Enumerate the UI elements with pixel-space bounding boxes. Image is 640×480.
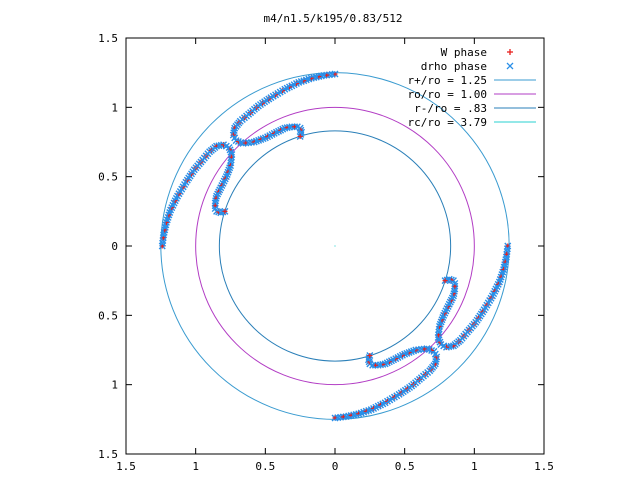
drho-marker-b	[213, 207, 221, 215]
drho-marker-b	[377, 361, 385, 369]
drho-marker-b	[211, 199, 219, 207]
drho-marker-b	[451, 285, 459, 293]
legend-label: ro/ro = 1.00	[408, 88, 487, 101]
chart-title: m4/n1.5/k195/0.83/512	[263, 12, 402, 25]
data-point	[298, 128, 306, 136]
x-tick-label: 1.5	[116, 460, 136, 473]
drho-marker-b	[231, 134, 239, 142]
drho-marker-b	[447, 342, 455, 350]
data-point	[451, 282, 459, 290]
drho-marker-b	[445, 275, 453, 283]
data-point	[374, 361, 382, 369]
data-point	[288, 123, 296, 131]
data-point	[217, 209, 225, 217]
data-point	[291, 123, 299, 131]
data-point	[364, 356, 372, 364]
drho-marker-b	[369, 361, 377, 369]
drho-marker-b	[232, 137, 240, 145]
x-tick-label: 0.5	[395, 460, 415, 473]
y-tick-label: 1	[111, 379, 118, 392]
y-tick-label: 1.5	[98, 448, 118, 461]
drho-marker-b	[430, 347, 438, 355]
drho-marker-b	[293, 123, 301, 131]
legend-label: W phase	[441, 46, 487, 59]
data-point	[441, 277, 449, 285]
drho-marker-b	[285, 123, 293, 131]
legend-label: rc/ro = 3.79	[408, 116, 487, 129]
drho-marker-b	[211, 205, 219, 213]
drho-marker-b	[212, 197, 220, 205]
drho-marker-b	[230, 126, 238, 134]
drho-marker-b	[374, 361, 382, 369]
drho-marker-b	[366, 360, 374, 368]
y-tick-label: 0.5	[98, 171, 118, 184]
drho-marker-b	[288, 123, 296, 131]
data-point	[221, 207, 229, 215]
drho-marker-b	[437, 340, 445, 348]
drho-marker-b	[451, 279, 459, 287]
x-tick-label: 1	[471, 460, 478, 473]
data-point	[445, 275, 453, 283]
legend-symbol	[506, 62, 514, 70]
drho-marker-b	[217, 209, 225, 217]
x-tick-label: 1	[192, 460, 199, 473]
legend-label: drho phase	[421, 60, 487, 73]
y-tick-label: 0	[111, 240, 118, 253]
drho-marker-b	[296, 124, 304, 132]
x-tick-label: 1.5	[534, 460, 554, 473]
y-tick-label: 1	[111, 101, 118, 114]
drho-marker-b	[440, 342, 448, 350]
legend-label: r+/ro = 1.25	[408, 74, 487, 87]
x-tick-label: 0	[332, 460, 339, 473]
circle-1	[195, 106, 475, 386]
data-point	[296, 132, 304, 140]
drho-marker-b	[225, 144, 233, 152]
data-point	[366, 352, 374, 360]
data-points	[158, 70, 512, 422]
drho-marker-b	[222, 142, 230, 150]
drho-marker-b	[364, 356, 372, 364]
data-point	[371, 361, 379, 369]
y-tick-label: 1.5	[98, 32, 118, 45]
data-point	[211, 199, 219, 207]
legend-label: r-/ro = .83	[414, 102, 487, 115]
y-tick-label: 0.5	[98, 309, 118, 322]
drho-marker-b	[431, 350, 439, 358]
drho-marker-b	[432, 358, 440, 366]
x-tick-label: 0.5	[255, 460, 275, 473]
drho-marker-b	[449, 277, 457, 285]
center-point	[334, 245, 336, 247]
data-point	[211, 202, 219, 210]
drho-marker-b	[298, 128, 306, 136]
data-point	[451, 285, 459, 293]
drho-marker-b	[215, 142, 223, 150]
axis-ticks: 1.5 1 0.5 0 0.5 1 1.51.510.500.511.5	[98, 32, 554, 473]
circle-2	[218, 130, 452, 362]
drho-marker-b	[450, 287, 458, 295]
